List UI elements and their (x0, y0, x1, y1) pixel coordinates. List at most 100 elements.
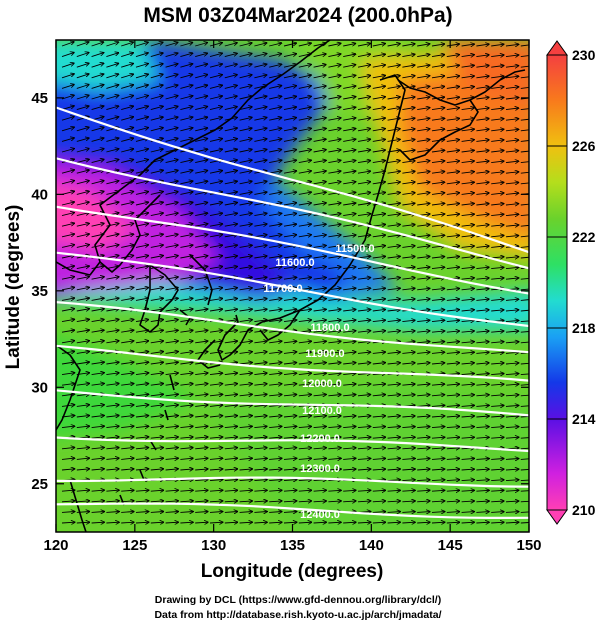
wind-arrow (239, 288, 253, 290)
wind-arrow (135, 234, 149, 238)
wind-arrow (76, 298, 90, 300)
wind-arrow (283, 235, 297, 237)
wind-arrow (209, 75, 223, 79)
wind-arrow (150, 160, 164, 164)
wind-arrow (417, 161, 430, 163)
wind-arrow (283, 181, 297, 183)
wind-arrow (491, 257, 504, 258)
wind-arrow (476, 119, 489, 121)
wind-arrow (180, 53, 193, 58)
wind-arrow (254, 224, 267, 226)
wind-arrow (476, 129, 489, 131)
wind-arrow (76, 234, 90, 238)
wind-arrow (180, 128, 193, 132)
wind-arrow (431, 214, 445, 216)
wind-arrow (476, 352, 489, 353)
wind-arrow (505, 352, 519, 353)
wind-arrow (446, 161, 460, 163)
wind-arrow (121, 106, 134, 111)
wind-arrow (269, 267, 282, 269)
wind-arrow (520, 331, 529, 333)
wind-arrow (61, 255, 75, 259)
wind-arrow (283, 256, 297, 258)
wind-arrow (195, 117, 208, 121)
wind-arrow (121, 138, 134, 142)
wind-arrow (491, 331, 504, 332)
wind-arrow (91, 245, 105, 248)
wind-arrow (476, 214, 489, 216)
wind-arrow (313, 43, 327, 47)
wind-arrow (254, 192, 267, 194)
wind-arrow (209, 330, 223, 332)
wind-arrow (165, 245, 179, 248)
wind-arrow (402, 76, 415, 78)
colorbar-scale (546, 54, 568, 511)
wind-arrow (195, 341, 208, 343)
wind-arrow (402, 97, 415, 99)
wind-arrow (61, 138, 75, 142)
x-tick-label: 120 (43, 537, 68, 554)
wind-arrow (195, 170, 208, 174)
wind-arrow (180, 202, 193, 206)
wind-arrow (298, 54, 312, 58)
wind-arrow (76, 42, 89, 47)
wind-arrow (165, 277, 179, 279)
wind-arrow (431, 235, 445, 237)
wind-arrow (343, 54, 356, 58)
wind-arrow (313, 150, 327, 152)
wind-arrow (254, 256, 267, 258)
wind-arrow (269, 149, 282, 153)
wind-arrow (224, 224, 238, 226)
wind-arrow (209, 128, 223, 132)
wind-arrow (417, 193, 430, 195)
wind-arrow (180, 74, 193, 79)
wind-arrow (505, 278, 519, 279)
wind-arrow (106, 85, 119, 89)
wind-arrow (417, 171, 430, 173)
wind-arrow (150, 128, 164, 132)
wind-arrow (283, 309, 297, 311)
wind-arrow (121, 223, 134, 227)
wind-arrow (417, 235, 430, 237)
wind-arrow (313, 352, 327, 354)
wind-arrow (180, 234, 193, 237)
wind-arrow (61, 351, 75, 353)
wind-arrow (224, 245, 238, 247)
y-tick-label: 45 (31, 90, 48, 107)
wind-arrow (91, 181, 105, 185)
wind-arrow (343, 150, 356, 152)
wind-arrow (106, 181, 119, 185)
wind-arrow (121, 287, 134, 289)
wind-arrow (520, 150, 529, 153)
wind-arrow (417, 97, 430, 99)
wind-arrow (328, 160, 341, 162)
wind-arrow (269, 235, 282, 237)
wind-arrow (431, 225, 445, 227)
wind-arrow (269, 160, 282, 163)
wind-arrow (431, 161, 445, 163)
wind-arrow (150, 256, 164, 259)
wind-arrow (357, 86, 371, 88)
wind-arrow (461, 320, 475, 321)
wind-arrow (520, 182, 529, 185)
wind-arrow (298, 128, 312, 131)
wind-arrow (165, 352, 179, 354)
wind-arrow (121, 149, 134, 153)
wind-arrow (283, 320, 297, 322)
wind-arrow (195, 298, 208, 300)
wind-arrow (520, 44, 529, 47)
wind-arrow (165, 202, 179, 206)
wind-arrow (387, 150, 401, 152)
wind-arrow (269, 256, 282, 258)
wind-arrow (135, 288, 149, 290)
wind-arrow (505, 257, 519, 258)
wind-arrow (150, 170, 164, 174)
wind-arrow (283, 277, 297, 279)
wind-arrow (209, 224, 223, 226)
wind-arrow (298, 341, 312, 343)
wind-arrow (61, 170, 75, 174)
wind-arrow (491, 119, 504, 121)
wind-arrow (209, 277, 223, 279)
wind-arrow (476, 331, 489, 332)
wind-arrow (224, 203, 238, 206)
